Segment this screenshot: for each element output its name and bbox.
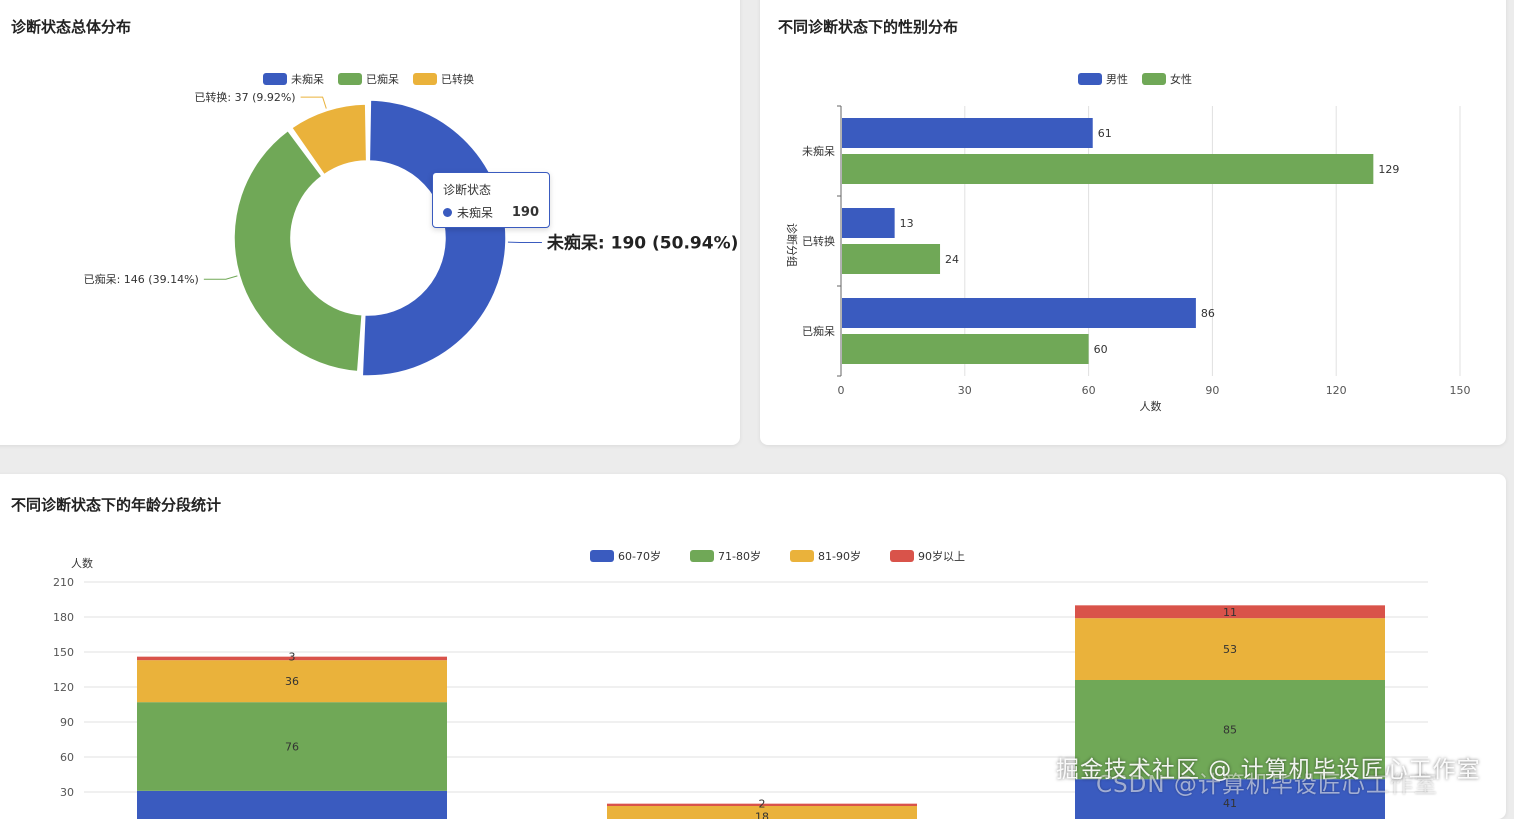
- gender-category-label-0: 未痴呆: [802, 144, 835, 158]
- gender-x-axis-title: 人数: [1140, 400, 1162, 413]
- age-bar-segment-0-0: [137, 791, 447, 819]
- age-legend-swatch-2: [790, 550, 814, 562]
- gender-bar-label-2-1: 60: [1094, 343, 1108, 356]
- pie-slice-1: [234, 131, 362, 372]
- gender-legend-label-1: 女性: [1170, 72, 1192, 86]
- gender-bar-1-0: [842, 208, 895, 238]
- age-ytick-label-3: 120: [53, 681, 74, 694]
- gender-category-label-2: 已痴呆: [802, 324, 835, 338]
- age-ytick-label-2: 90: [60, 716, 74, 729]
- gender-legend-swatch-0: [1078, 73, 1102, 85]
- age-bar-label-0-1: 76: [285, 741, 299, 754]
- pie-slice-0: [362, 100, 506, 376]
- gender-xtick-label-3: 90: [1205, 384, 1219, 397]
- gender-bar-0-1: [842, 154, 1373, 184]
- gender-bar-label-1-0: 13: [900, 217, 914, 230]
- gender-category-label-1: 已转换: [802, 234, 835, 248]
- age-ytick-label-0: 30: [60, 786, 74, 799]
- gender-xtick-label-4: 120: [1326, 384, 1347, 397]
- age-bar-label-1-2: 18: [755, 811, 769, 819]
- tooltip-row: 未痴呆 190: [443, 204, 539, 221]
- age-legend-swatch-3: [890, 550, 914, 562]
- age-legend-swatch-1: [690, 550, 714, 562]
- pie-legend-swatch-1: [338, 73, 362, 85]
- pie-chart-card: 诊断状态总体分布 未痴呆已痴呆已转换未痴呆: 190 (50.94%)已痴呆: …: [0, 0, 740, 445]
- gender-xtick-label-5: 150: [1450, 384, 1471, 397]
- gender-bar-0-0: [842, 118, 1093, 148]
- gender-bar-label-0-1: 129: [1378, 163, 1399, 176]
- pie-legend-swatch-0: [263, 73, 287, 85]
- pie-label-line-1: [204, 276, 238, 279]
- gender-bar-2-1: [842, 334, 1089, 364]
- gender-bar-label-1-1: 24: [945, 253, 959, 266]
- age-legend-label-3: 90岁以上: [918, 549, 965, 563]
- age-bar-label-0-2: 36: [285, 675, 299, 688]
- gender-y-axis-title: 诊断分组: [785, 223, 799, 267]
- tooltip-value: 190: [512, 205, 539, 220]
- gender-bar-1-1: [842, 244, 940, 274]
- gender-xtick-label-0: 0: [838, 384, 845, 397]
- pie-tooltip: 诊断状态 未痴呆 190: [432, 172, 550, 228]
- pie-legend-label-1: 已痴呆: [366, 72, 399, 86]
- gender-bar-label-2-0: 86: [1201, 307, 1215, 320]
- gender-xtick-label-1: 30: [958, 384, 972, 397]
- pie-legend-label-2: 已转换: [441, 72, 474, 86]
- pie-data-label-1: 已痴呆: 146 (39.14%): [84, 272, 199, 286]
- age-ytick-label-6: 210: [53, 576, 74, 589]
- age-ytick-label-1: 60: [60, 751, 74, 764]
- tooltip-dot-icon: [443, 208, 452, 217]
- tooltip-label: 未痴呆: [457, 204, 493, 221]
- pie-label-line-2: [301, 97, 327, 108]
- age-y-axis-title: 人数: [71, 557, 93, 570]
- age-legend-label-2: 81-90岁: [818, 549, 861, 563]
- pie-legend-swatch-2: [413, 73, 437, 85]
- age-legend-swatch-0: [590, 550, 614, 562]
- age-bar-label-2-1: 85: [1223, 724, 1237, 737]
- age-bar-label-1-3: 2: [759, 798, 766, 811]
- gender-legend-label-0: 男性: [1106, 72, 1128, 86]
- gender-bar-label-0-0: 61: [1098, 127, 1112, 140]
- pie-legend-label-0: 未痴呆: [291, 72, 324, 86]
- age-legend-label-1: 71-80岁: [718, 549, 761, 563]
- gender-xtick-label-2: 60: [1082, 384, 1096, 397]
- pie-data-label-0: 未痴呆: 190 (50.94%): [546, 232, 738, 253]
- pie-data-label-2: 已转换: 37 (9.92%): [194, 90, 295, 104]
- age-bar-label-2-2: 53: [1223, 643, 1237, 656]
- age-bar-label-0-3: 3: [289, 651, 296, 664]
- age-bar-label-2-3: 11: [1223, 606, 1237, 619]
- age-legend-label-0: 60-70岁: [618, 549, 661, 563]
- age-ytick-label-4: 150: [53, 646, 74, 659]
- gender-legend-swatch-1: [1142, 73, 1166, 85]
- tooltip-title: 诊断状态: [443, 181, 539, 198]
- gender-bar-chart[interactable]: 男性 女性 0 30 60 90 120 150 未痴呆 61 129 已转换 13 24 已痴呆 86 60 人…: [760, 0, 1506, 445]
- watermark-juejin: 掘金技术社区 @ 计算机毕设匠心工作室: [1056, 750, 1481, 784]
- age-ytick-label-5: 180: [53, 611, 74, 624]
- gender-bar-2-0: [842, 298, 1196, 328]
